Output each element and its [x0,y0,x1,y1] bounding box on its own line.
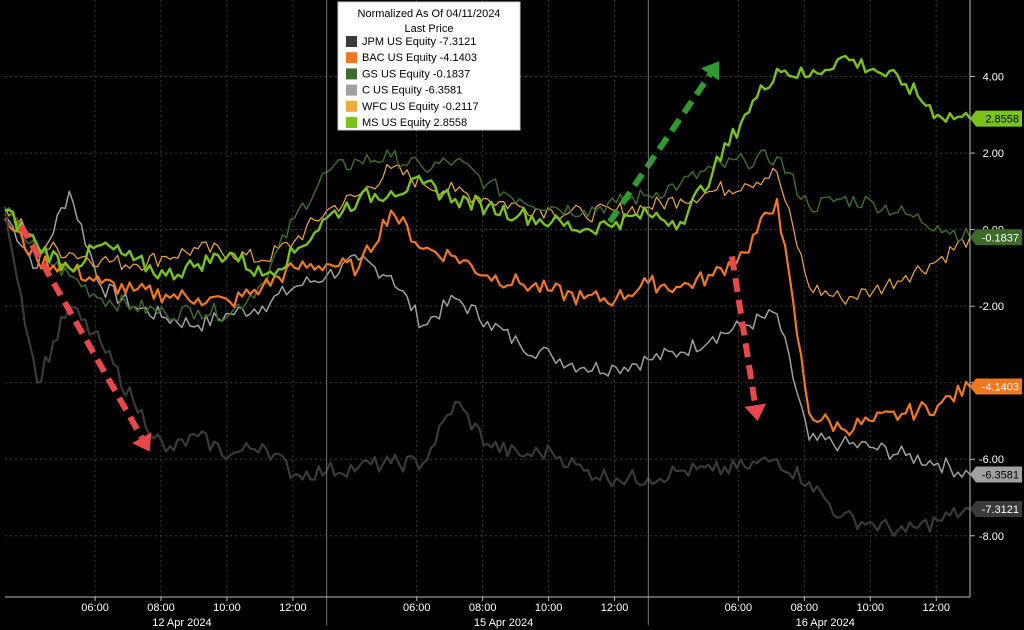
y-tick-label: -6.00 [979,454,1004,466]
legend-entry: JPM US Equity -7.3121 [346,36,476,48]
arrow-layer [18,61,767,452]
grid-layer [5,0,970,597]
legend-title: Normalized As Of 04/11/2024 [358,8,501,20]
trend-arrow-shaft [607,72,713,224]
legend-swatch [346,52,357,64]
x-tick-label: 06:00 [81,602,109,614]
legend-swatch [346,36,357,47]
legend-entries: JPM US Equity -7.3121 BAC US Equity -4.14… [346,36,479,129]
end-value-flag-bg [970,500,1022,517]
axis-layer: 4.002.000.00-2.00-4.00-6.00-8.0006:0008:… [5,0,1022,629]
y-tick-label: 2.00 [983,148,1004,160]
series-line-gs [4,149,971,322]
x-tick-label: 10:00 [535,602,563,614]
trend-arrow-shaft [729,255,759,406]
legend-box [337,1,521,131]
trend-arrow-head [744,403,767,421]
end-value-flag-ms: 2.8558 [970,110,1022,127]
y-tick-label: 4.00 [983,72,1004,84]
legend: Normalized As Of 04/11/2024 Last Price J… [337,1,521,131]
legend-entry-label: C US Equity -6.3581 [362,85,462,97]
end-value-flag-label: -4.1403 [982,382,1019,394]
series-line-wfc [4,163,971,305]
trend-arrow-head [132,432,152,452]
legend-subtitle: Last Price [405,23,454,35]
legend-swatch [346,68,357,80]
end-value-flag-jpm: -7.3121 [970,500,1022,517]
legend-entry-label: JPM US Equity -7.3121 [362,36,476,48]
series-layer [3,54,971,537]
end-value-flag-c: -6.3581 [970,466,1022,483]
y-tick-label: -8.00 [979,531,1004,543]
series-line-bac [4,197,971,437]
x-date-label: 15 Apr 2024 [474,617,533,629]
legend-entry: GS US Equity -0.1837 [346,68,470,80]
end-value-flag-label: -7.3121 [982,504,1019,516]
series-line-c [4,190,971,478]
end-value-flag-bg [970,229,1022,246]
x-tick-label: 10:00 [857,602,885,614]
end-value-flag-gs: -0.1837 [970,229,1022,246]
x-tick-label: 06:00 [725,602,753,614]
end-value-flag-bac: -4.1403 [970,378,1022,395]
legend-entry-label: BAC US Equity -4.1403 [362,52,477,64]
x-tick-label: 08:00 [469,602,497,614]
legend-entry-label: GS US Equity -0.1837 [362,68,470,80]
x-date-label: 16 Apr 2024 [796,617,855,629]
x-tick-label: 12:00 [279,602,307,614]
x-date-label: 12 Apr 2024 [152,617,211,629]
end-value-flag-bg [970,110,1022,127]
legend-swatch [346,84,357,96]
legend-entry: WFC US Equity -0.2117 [346,100,479,113]
series-line-jpm [3,206,971,537]
trend-arrow-shaft [18,224,145,440]
legend-entry: C US Equity -6.3581 [346,84,462,97]
y-tick-label: -2.00 [979,301,1004,313]
end-value-flag-bg [970,466,1022,483]
legend-swatch [346,117,357,128]
x-tick-label: 12:00 [922,602,950,614]
legend-entry-label: MS US Equity 2.8558 [362,117,467,129]
legend-entry: BAC US Equity -4.1403 [346,52,477,64]
legend-entry: MS US Equity 2.8558 [346,117,467,129]
x-tick-label: 08:00 [791,602,819,614]
end-value-flag-label: -6.3581 [982,470,1019,482]
legend-entry-label: WFC US Equity -0.2117 [362,101,479,113]
legend-swatch [346,100,357,112]
end-value-flag-bg [970,378,1022,395]
x-tick-label: 08:00 [147,602,175,614]
x-tick-label: 10:00 [213,602,241,614]
end-value-flag-label: -0.1837 [982,232,1019,244]
x-tick-label: 06:00 [403,602,431,614]
end-value-flag-label: 2.8558 [985,114,1019,126]
trend-arrow-head [701,61,720,81]
series-line-ms [4,54,971,281]
x-tick-label: 12:00 [601,602,629,614]
